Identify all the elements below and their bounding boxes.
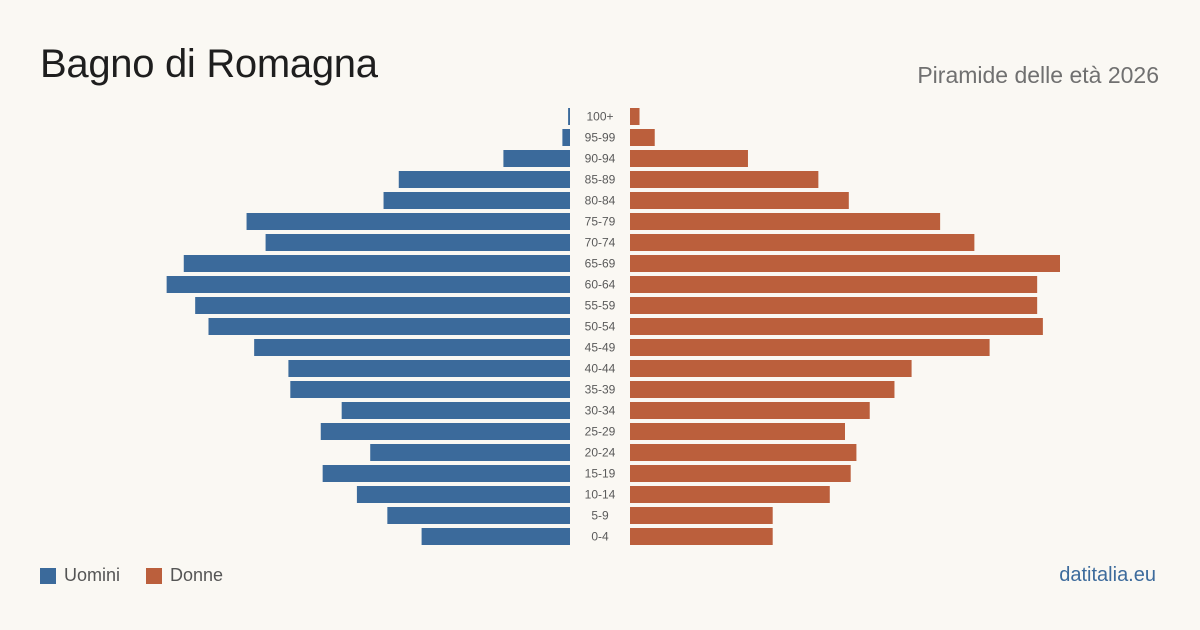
legend-swatch-women [146, 567, 163, 584]
age-label-20-24: 20-24 [585, 446, 616, 460]
bar-men-50-54 [208, 318, 570, 335]
age-label-85-89: 85-89 [585, 173, 616, 187]
bar-women-20-24 [630, 444, 857, 461]
bar-women-60-64 [630, 276, 1038, 293]
age-label-65-69: 65-69 [585, 257, 616, 271]
bar-men-15-19 [322, 465, 570, 482]
age-labels: 100+ 95-99 90-94 85-89 80-84 75-79 70-74 65-69 6… [585, 110, 616, 544]
women-bars [630, 108, 1060, 545]
age-label-15-19: 15-19 [585, 467, 616, 481]
bar-women-25-29 [630, 423, 845, 440]
age-label-45-49: 45-49 [585, 341, 616, 355]
men-bars [166, 108, 571, 545]
legend-label-men: Uomini [64, 565, 121, 585]
legend-item-women: Donne [146, 565, 223, 586]
bar-men-30-34 [341, 402, 570, 419]
bar-men-90-94 [503, 150, 570, 167]
age-label-75-79: 75-79 [585, 215, 616, 229]
bar-men-100plus [568, 108, 570, 125]
bar-men-5-9 [387, 507, 570, 524]
bar-men-70-74 [265, 234, 570, 251]
age-label-55-59: 55-59 [585, 299, 616, 313]
chart-subtitle: Piramide delle età 2026 [917, 62, 1159, 88]
bar-women-55-59 [630, 297, 1038, 314]
age-label-90-94: 90-94 [585, 152, 616, 166]
bar-men-20-24 [370, 444, 570, 461]
bar-women-70-74 [630, 234, 975, 251]
age-label-25-29: 25-29 [585, 425, 616, 439]
bar-women-50-54 [630, 318, 1043, 335]
age-label-40-44: 40-44 [585, 362, 616, 376]
bar-men-95-99 [562, 129, 570, 146]
age-label-50-54: 50-54 [585, 320, 616, 334]
age-label-60-64: 60-64 [585, 278, 616, 292]
bar-women-40-44 [630, 360, 912, 377]
bar-women-65-69 [630, 255, 1060, 272]
bar-women-10-14 [630, 486, 830, 503]
bar-men-25-29 [320, 423, 570, 440]
bar-women-0-4 [630, 528, 773, 545]
age-label-70-74: 70-74 [585, 236, 616, 250]
age-label-100plus: 100+ [586, 110, 613, 124]
bar-men-75-79 [246, 213, 570, 230]
age-label-35-39: 35-39 [585, 383, 616, 397]
bar-women-75-79 [630, 213, 941, 230]
bar-men-40-44 [288, 360, 570, 377]
bar-women-5-9 [630, 507, 773, 524]
bar-men-85-89 [398, 171, 570, 188]
bar-women-95-99 [630, 129, 655, 146]
age-label-10-14: 10-14 [585, 488, 616, 502]
legend-label-women: Donne [170, 565, 224, 585]
bar-men-60-64 [166, 276, 571, 293]
age-label-95-99: 95-99 [585, 131, 616, 145]
legend-item-men: Uomini [40, 565, 120, 586]
age-label-5-9: 5-9 [591, 509, 609, 523]
bar-women-100plus [630, 108, 640, 125]
bar-women-90-94 [630, 150, 748, 167]
legend: Uomini Donne [40, 565, 249, 586]
age-label-80-84: 80-84 [585, 194, 616, 208]
bar-men-0-4 [421, 528, 570, 545]
chart-title: Bagno di Romagna [40, 42, 378, 86]
bar-women-15-19 [630, 465, 851, 482]
age-label-0-4: 0-4 [591, 530, 609, 544]
bar-men-65-69 [183, 255, 571, 272]
bar-men-45-49 [254, 339, 570, 356]
bar-men-35-39 [290, 381, 570, 398]
bar-men-80-84 [383, 192, 570, 209]
bar-women-35-39 [630, 381, 895, 398]
bar-women-30-34 [630, 402, 870, 419]
bar-men-10-14 [356, 486, 570, 503]
bar-women-80-84 [630, 192, 849, 209]
brand-link[interactable]: datitalia.eu [1059, 564, 1156, 586]
bar-women-45-49 [630, 339, 990, 356]
legend-swatch-men [40, 567, 56, 584]
age-label-30-34: 30-34 [585, 404, 616, 418]
bar-women-85-89 [630, 171, 819, 188]
bar-men-55-59 [195, 297, 570, 314]
